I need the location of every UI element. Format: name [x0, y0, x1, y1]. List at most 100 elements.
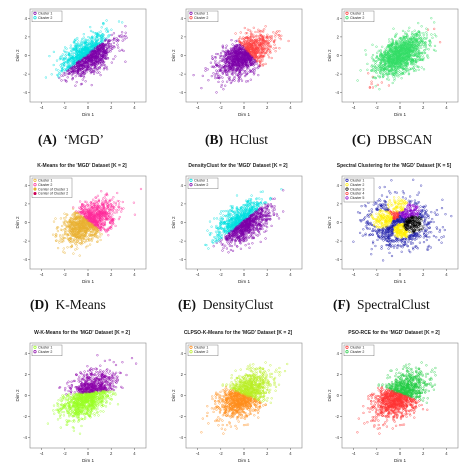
data-point [231, 51, 234, 55]
data-point [259, 53, 263, 56]
data-point [237, 57, 240, 60]
data-point [274, 46, 278, 50]
data-point [386, 72, 389, 75]
data-point [72, 40, 76, 44]
y-tick-label: -4 [23, 90, 27, 95]
data-point [374, 68, 377, 71]
data-point [232, 53, 235, 57]
caption-label: (C) [352, 132, 371, 147]
data-point [384, 47, 387, 50]
data-point [364, 49, 367, 52]
data-point [104, 45, 108, 48]
x-tick-label: -2 [375, 105, 379, 110]
data-point [251, 60, 255, 63]
data-point [93, 46, 96, 49]
data-point [429, 41, 432, 44]
data-point [112, 41, 116, 45]
data-point [218, 77, 221, 80]
data-point [87, 35, 90, 39]
data-point [74, 55, 78, 59]
data-point [95, 36, 99, 39]
data-point [393, 52, 396, 55]
data-point [411, 31, 414, 34]
data-point [241, 52, 244, 55]
data-point [407, 52, 410, 56]
data-point [107, 35, 110, 38]
legend-label: Cluster 2 [194, 16, 208, 20]
data-point [69, 46, 72, 50]
data-point [121, 39, 124, 42]
data-point [252, 67, 255, 71]
data-point [86, 63, 89, 67]
data-point [234, 46, 237, 49]
data-point [71, 77, 75, 80]
data-point [367, 72, 370, 75]
data-point [370, 82, 373, 86]
data-point [66, 61, 69, 64]
data-point [243, 47, 246, 50]
caption-text: HClust [229, 132, 269, 147]
caption-text: DBSCAN [377, 132, 433, 147]
data-point [240, 37, 244, 41]
data-point [62, 250, 65, 253]
data-point [75, 46, 78, 50]
x-tick-label: 2 [266, 105, 269, 110]
data-point [91, 35, 94, 39]
data-point [221, 72, 225, 75]
y-tick-label: 0 [337, 53, 340, 58]
data-point [256, 59, 259, 62]
data-point [382, 66, 385, 69]
data-point [94, 64, 97, 67]
data-point [75, 45, 79, 48]
data-point [233, 75, 236, 79]
data-point [79, 49, 82, 52]
data-point [251, 70, 255, 73]
data-point [395, 32, 398, 35]
data-point [264, 43, 267, 46]
data-point [235, 39, 239, 42]
data-point [254, 35, 258, 38]
data-point [106, 43, 109, 46]
data-point [253, 71, 256, 75]
data-point [261, 64, 265, 67]
data-point [238, 51, 241, 55]
scatter-points [51, 187, 143, 257]
data-point [90, 83, 93, 87]
data-point [420, 38, 423, 41]
data-point [376, 68, 380, 71]
data-point [94, 34, 97, 37]
data-point [405, 68, 408, 71]
data-point [54, 239, 58, 242]
data-point [262, 47, 266, 50]
data-point [245, 31, 249, 35]
data-point [240, 66, 243, 69]
data-point [382, 60, 386, 63]
data-point [272, 47, 275, 50]
data-point [230, 80, 234, 83]
data-point [264, 25, 267, 28]
data-point [257, 49, 261, 52]
legend-label: Cluster 1 [194, 12, 208, 16]
data-point [401, 53, 404, 56]
data-point [78, 62, 81, 65]
data-point [89, 25, 92, 29]
data-point [93, 70, 96, 73]
data-point [387, 44, 391, 48]
data-point [258, 43, 261, 46]
data-point [79, 69, 83, 73]
data-point [123, 35, 126, 38]
data-point [426, 28, 430, 31]
data-point [83, 48, 86, 51]
data-point [221, 46, 225, 49]
data-point [392, 50, 395, 53]
data-point [246, 28, 250, 31]
data-point [240, 67, 243, 70]
data-point [250, 32, 253, 36]
data-point [419, 35, 422, 38]
x-axis-label: Dim 1 [82, 112, 94, 117]
data-point [405, 43, 409, 46]
data-point [234, 40, 237, 43]
data-point [263, 49, 266, 53]
data-point [231, 55, 234, 58]
